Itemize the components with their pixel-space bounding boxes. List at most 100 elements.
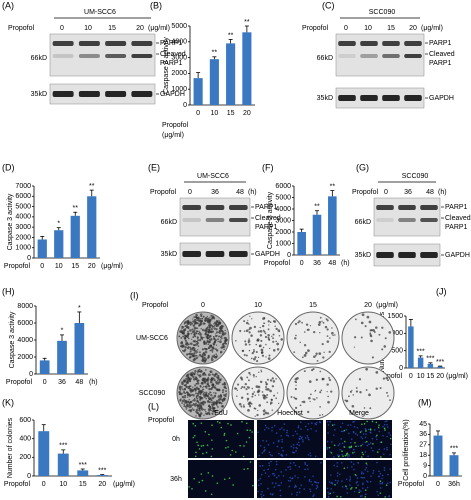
band-parp1 — [131, 41, 153, 46]
colony — [199, 317, 202, 320]
colony — [319, 316, 322, 319]
nucleus — [307, 436, 309, 439]
colony — [236, 395, 238, 397]
colony — [211, 383, 215, 387]
nucleus — [345, 428, 348, 431]
colony — [206, 340, 208, 342]
colony — [240, 387, 243, 390]
colony — [240, 396, 244, 399]
significance-label: ** — [89, 183, 95, 190]
nucleus — [279, 489, 282, 492]
colony — [221, 337, 223, 339]
x-tick-label: 10 — [210, 110, 218, 117]
colony — [267, 336, 270, 339]
edu-positive — [207, 472, 210, 474]
colony — [262, 346, 265, 349]
y-tick-label: 0 — [27, 255, 31, 262]
nucleus — [298, 444, 301, 447]
colony — [196, 381, 200, 385]
colony — [210, 358, 214, 362]
edu-positive — [350, 488, 352, 490]
significance-label: ** — [244, 19, 250, 26]
nucleus — [315, 421, 318, 424]
colony — [225, 387, 228, 390]
x-tick-label: 36 — [313, 260, 321, 267]
colony — [220, 325, 224, 328]
edu-positive — [384, 429, 386, 431]
nucleus — [268, 462, 270, 464]
colony — [358, 378, 362, 381]
colony — [269, 321, 272, 324]
colony — [185, 381, 188, 384]
nucleus — [296, 447, 298, 450]
nucleus — [361, 495, 363, 497]
colony — [205, 395, 207, 397]
colony — [214, 394, 216, 397]
nucleus — [314, 455, 317, 458]
y-tick-label: 0 — [183, 102, 187, 109]
band-gapdh — [338, 95, 356, 101]
colony — [197, 374, 200, 377]
colony — [196, 319, 199, 322]
nucleus — [304, 462, 306, 464]
colony — [180, 336, 183, 339]
treatment-label: Propofol — [150, 189, 177, 196]
colony — [206, 335, 209, 338]
nucleus — [261, 452, 264, 454]
edu-positive — [336, 495, 338, 498]
colony — [189, 401, 192, 404]
colony — [318, 352, 322, 355]
colony — [303, 344, 307, 347]
marker-label: 66kD — [355, 219, 371, 226]
y-tick-label: 2000 — [171, 70, 187, 77]
colony — [266, 412, 270, 415]
colony — [206, 315, 208, 318]
colony — [207, 392, 210, 396]
colony — [210, 387, 213, 391]
nucleus — [267, 475, 270, 477]
y-tick-label: 36 — [419, 431, 427, 438]
colony — [209, 325, 212, 327]
bar — [39, 360, 50, 374]
colony — [187, 346, 190, 348]
colony — [185, 384, 187, 386]
colony — [194, 372, 196, 374]
colony — [180, 341, 184, 345]
nucleus — [379, 482, 382, 485]
nucleus — [263, 446, 266, 449]
colony — [214, 385, 217, 387]
colony — [269, 401, 273, 405]
band-cleaved — [360, 54, 378, 58]
colony — [197, 349, 199, 351]
colony — [316, 359, 319, 362]
colony — [215, 328, 218, 331]
colony — [203, 381, 207, 384]
nucleus — [386, 482, 389, 484]
edu-positive — [241, 420, 243, 423]
nucleus — [378, 470, 380, 473]
colony — [204, 329, 207, 333]
lane-label: 48 — [236, 189, 244, 196]
colony — [196, 394, 200, 397]
x-unit: (μg/ml) — [162, 132, 184, 139]
colony — [193, 349, 196, 352]
colony — [326, 319, 329, 322]
panel-letter: (H) — [2, 286, 15, 296]
colony — [209, 370, 212, 373]
edu-positive — [243, 445, 245, 447]
colony — [194, 348, 196, 350]
colony — [181, 328, 183, 330]
colony — [250, 334, 253, 337]
colony — [320, 389, 323, 392]
colony — [183, 398, 185, 401]
colony — [243, 404, 245, 406]
colony — [199, 389, 203, 393]
colony — [360, 321, 364, 325]
colony — [208, 409, 211, 412]
nucleus — [329, 451, 331, 453]
colony — [301, 321, 303, 324]
nucleus — [281, 427, 283, 429]
band-cleaved — [404, 54, 422, 58]
nucleus — [334, 428, 336, 431]
y-tick-label: 0 — [423, 473, 427, 480]
